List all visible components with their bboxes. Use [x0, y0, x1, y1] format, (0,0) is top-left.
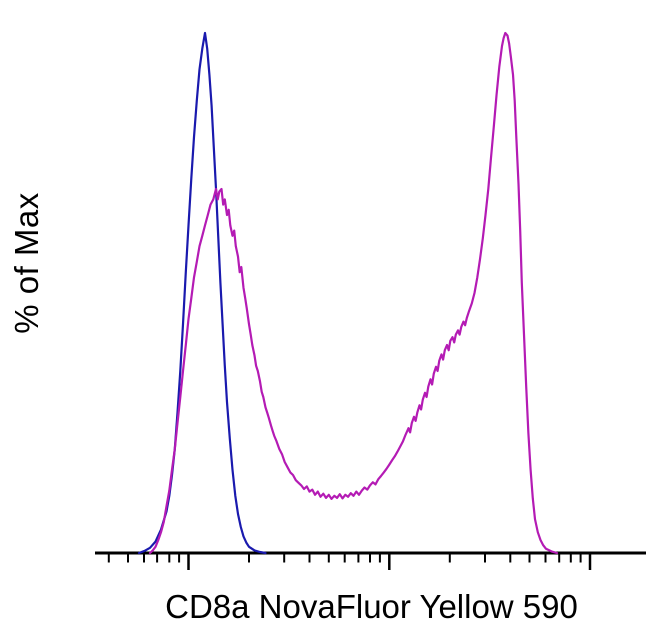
magenta-cd8a-histogram: [148, 31, 559, 555]
histogram-plot-area: [95, 31, 646, 570]
x-axis-label: CD8a NovaFluor Yellow 590: [165, 588, 578, 625]
blue-control-histogram: [137, 31, 267, 555]
y-axis-label: % of Max: [8, 192, 45, 334]
